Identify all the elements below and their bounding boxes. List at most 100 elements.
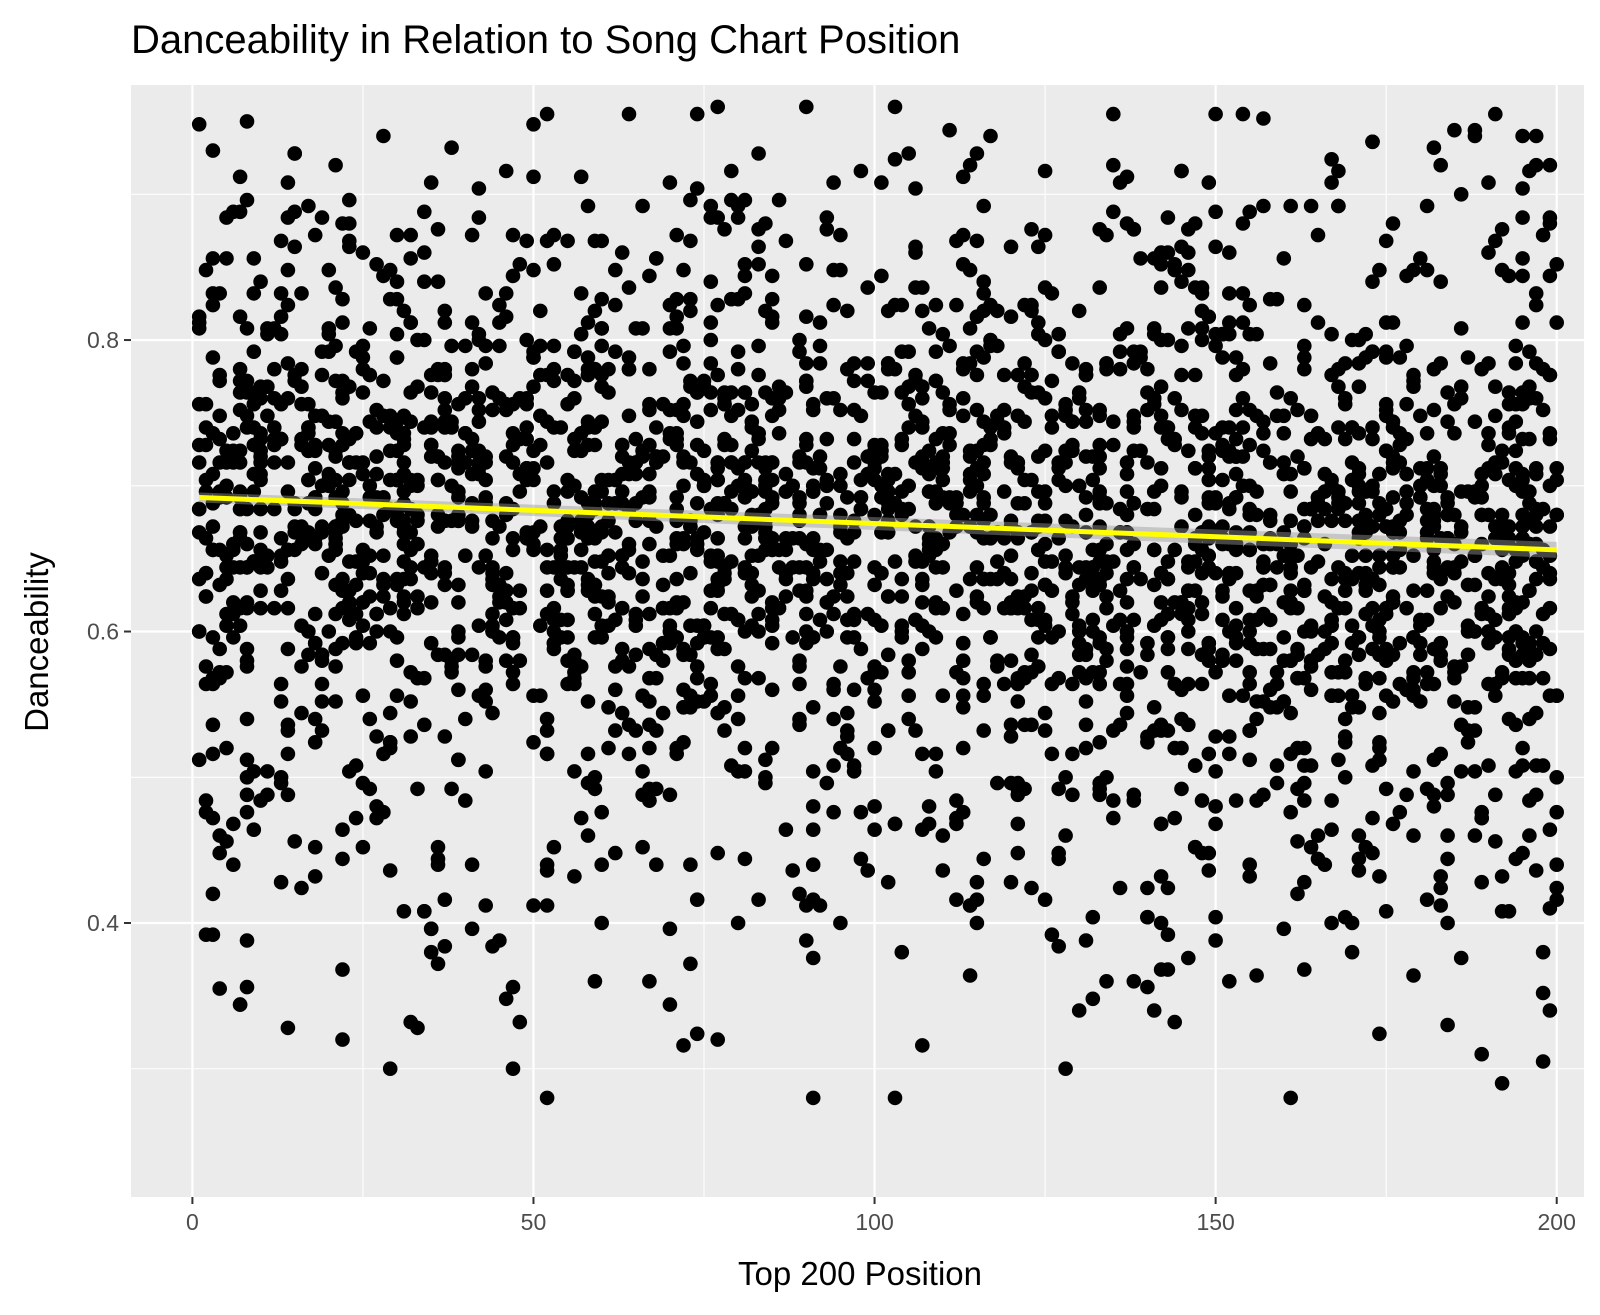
data-point	[280, 600, 296, 616]
data-point	[396, 904, 412, 919]
data-point	[1385, 647, 1401, 663]
data-point	[321, 321, 337, 336]
data-point	[512, 466, 528, 482]
data-point	[880, 874, 896, 890]
data-point	[382, 600, 398, 616]
data-point	[1010, 367, 1026, 383]
data-point	[587, 303, 603, 319]
data-point	[894, 944, 910, 960]
data-point	[1522, 583, 1537, 598]
data-point	[1010, 531, 1026, 546]
data-point	[1194, 321, 1210, 336]
data-point	[1065, 356, 1080, 371]
data-point	[1317, 624, 1333, 639]
data-point	[444, 338, 459, 354]
data-point	[1508, 443, 1524, 459]
data-point	[1249, 583, 1264, 598]
data-point	[301, 198, 316, 214]
data-point	[1365, 431, 1380, 447]
data-point	[226, 204, 241, 220]
data-point	[458, 711, 473, 727]
data-point	[1276, 426, 1292, 441]
data-point	[833, 402, 848, 418]
data-point	[1065, 414, 1080, 430]
data-point	[1153, 280, 1169, 295]
data-point	[1372, 548, 1387, 563]
data-point	[1447, 595, 1462, 610]
data-point	[1037, 723, 1053, 738]
data-point	[662, 997, 678, 1012]
data-point	[1542, 1003, 1558, 1018]
data-point	[1222, 326, 1237, 342]
data-point	[874, 665, 889, 680]
data-point	[928, 595, 944, 610]
data-point	[1549, 880, 1564, 896]
data-point	[1256, 198, 1271, 214]
data-point	[976, 455, 991, 470]
data-point	[1515, 758, 1530, 773]
y-axis: 0.40.60.8	[87, 327, 131, 936]
data-point	[219, 618, 234, 633]
data-point	[649, 670, 664, 686]
data-point	[1535, 944, 1551, 960]
data-point	[1481, 461, 1496, 476]
data-point	[1419, 513, 1435, 529]
data-point	[1467, 624, 1483, 639]
data-point	[778, 822, 794, 837]
data-point	[1078, 414, 1094, 430]
data-point	[498, 402, 514, 418]
data-point	[1222, 501, 1237, 517]
data-point	[321, 624, 337, 639]
data-point	[423, 385, 439, 400]
data-point	[730, 361, 746, 377]
y-tick-label: 0.8	[87, 327, 119, 353]
data-point	[1126, 974, 1142, 989]
data-point	[1440, 787, 1455, 803]
data-point	[724, 408, 739, 424]
data-point	[1365, 274, 1380, 290]
data-point	[1003, 548, 1019, 563]
data-point	[212, 408, 227, 424]
data-point	[962, 262, 978, 278]
data-point	[198, 420, 214, 435]
data-point	[928, 484, 944, 499]
data-point	[1146, 501, 1162, 517]
data-point	[1358, 548, 1373, 563]
data-point	[840, 303, 855, 319]
data-point	[1071, 647, 1087, 663]
data-point	[1290, 449, 1305, 464]
data-point	[1447, 507, 1462, 523]
data-point	[867, 740, 882, 756]
data-point	[1119, 688, 1135, 703]
data-point	[1344, 332, 1360, 348]
data-point	[328, 542, 343, 558]
data-point	[526, 898, 541, 913]
data-point	[1112, 880, 1128, 896]
data-point	[1119, 455, 1135, 470]
data-point	[969, 874, 985, 890]
data-point	[1051, 455, 1066, 470]
data-point	[614, 705, 630, 721]
data-point	[567, 764, 582, 779]
data-point	[915, 746, 930, 762]
data-point	[546, 560, 562, 575]
data-point	[1440, 385, 1455, 400]
data-point	[628, 321, 644, 336]
data-point	[301, 472, 316, 488]
data-point	[348, 513, 364, 529]
data-point	[539, 746, 555, 762]
data-point	[1433, 466, 1448, 482]
data-point	[689, 892, 705, 907]
data-point	[423, 595, 439, 610]
data-point	[526, 262, 541, 278]
data-point	[444, 478, 459, 494]
data-point	[785, 478, 800, 494]
data-point	[1092, 437, 1107, 453]
data-point	[1078, 367, 1094, 383]
data-point	[887, 1090, 903, 1106]
data-point	[410, 600, 425, 616]
data-point	[219, 251, 234, 266]
data-point	[1440, 414, 1455, 430]
data-point	[1153, 869, 1169, 884]
data-point	[273, 676, 289, 692]
